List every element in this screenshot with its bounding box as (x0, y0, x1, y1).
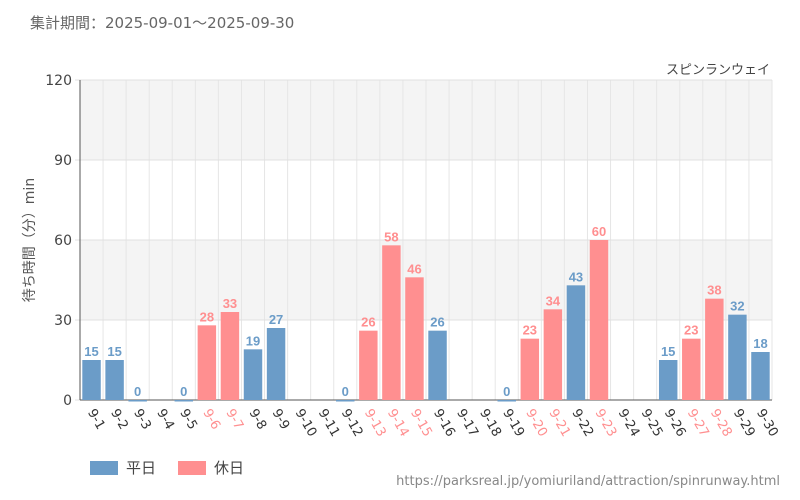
bar (266, 328, 286, 400)
bar (428, 330, 447, 400)
bar (382, 245, 401, 400)
bar (543, 309, 563, 400)
bar (243, 349, 263, 400)
x-tick-label: 9-19 (499, 407, 527, 440)
x-tick-label: 9-6 (199, 407, 223, 433)
bar (405, 277, 424, 400)
chart-title: スピンランウェイ (666, 63, 770, 78)
source-url[interactable]: https://parksreal.jp/yomiuriland/attract… (396, 474, 780, 489)
x-tick-label: 9-11 (315, 407, 343, 440)
x-tick-label: 9-24 (615, 407, 643, 440)
x-tick-label: 9-4 (153, 407, 177, 433)
bar-value-label: 58 (384, 229, 398, 244)
bar (82, 360, 101, 400)
bar (220, 312, 240, 400)
bar (705, 298, 724, 400)
x-tick-label: 9-13 (361, 407, 389, 440)
bar (174, 400, 194, 402)
bar (566, 285, 586, 400)
bar-value-label: 15 (84, 344, 98, 359)
bar-value-label: 0 (342, 384, 349, 399)
bar (497, 400, 516, 402)
bar-value-label: 15 (107, 344, 121, 359)
x-tick-label: 9-23 (592, 407, 620, 440)
legend-label-weekday: 平日 (126, 459, 157, 477)
bar-value-label: 0 (503, 384, 510, 399)
x-tick-label: 9-28 (707, 407, 735, 440)
x-tick-label: 9-30 (753, 407, 781, 440)
bar-value-label: 33 (223, 296, 237, 311)
period-label: 集計期間：2025-09-01～2025-09-30 (30, 14, 295, 32)
x-tick-label: 9-5 (176, 407, 200, 433)
legend-swatch-weekday (90, 460, 118, 475)
x-tick-label: 9-17 (453, 407, 481, 440)
bar-value-label: 23 (684, 323, 698, 338)
x-tick-label: 9-15 (407, 407, 435, 440)
bar-value-label: 26 (361, 315, 375, 330)
x-tick-label: 9-21 (545, 407, 573, 440)
legend-item-weekday[interactable]: 平日 (90, 457, 156, 478)
bar (336, 400, 355, 402)
bar (589, 240, 609, 400)
bar-value-label: 19 (246, 333, 260, 348)
bar-value-label: 23 (523, 323, 537, 338)
bar (520, 338, 540, 400)
bar-value-label: 15 (661, 344, 675, 359)
bar-value-label: 60 (592, 224, 606, 239)
x-tick-label: 9-27 (684, 407, 712, 440)
bar-value-label: 0 (134, 384, 141, 399)
x-tick-label: 9-10 (292, 407, 320, 440)
bar-value-label: 26 (430, 315, 444, 330)
x-tick-label: 9-29 (730, 407, 758, 440)
bar (682, 338, 701, 400)
x-tick-label: 9-7 (222, 407, 246, 433)
legend: 平日 休日 (90, 457, 244, 478)
x-tick-label: 9-12 (338, 407, 366, 440)
bar (658, 360, 678, 400)
bar-value-label: 18 (753, 336, 767, 351)
legend-item-holiday[interactable]: 休日 (178, 457, 244, 478)
bar (128, 400, 147, 402)
y-tick-label: 0 (63, 393, 72, 409)
x-tick-label: 9-8 (246, 407, 270, 433)
x-tick-label: 9-14 (384, 407, 412, 440)
bar-value-label: 38 (707, 283, 721, 298)
x-tick-label: 9-2 (107, 407, 131, 433)
x-tick-label: 9-16 (430, 407, 458, 440)
bar-value-label: 43 (569, 269, 583, 284)
x-tick-label: 9-20 (522, 407, 550, 440)
y-tick-label: 90 (54, 153, 72, 169)
x-tick-label: 9-3 (130, 407, 154, 433)
y-tick-label: 60 (54, 233, 72, 249)
bar (105, 360, 124, 400)
bar-value-label: 28 (200, 309, 214, 324)
x-tick-label: 9-18 (476, 407, 504, 440)
bar-value-label: 27 (269, 312, 283, 327)
legend-swatch-holiday (178, 460, 207, 475)
x-tick-label: 9-22 (568, 407, 596, 440)
bar-value-label: 32 (730, 299, 744, 314)
bar (728, 314, 747, 400)
legend-label-holiday: 休日 (214, 459, 245, 477)
x-tick-label: 9-26 (661, 407, 689, 440)
bar (197, 325, 217, 400)
bar-value-label: 46 (407, 261, 421, 276)
x-tick-label: 9-25 (638, 407, 666, 440)
y-axis-label: 待ち時間（分）min (22, 178, 38, 302)
y-tick-label: 120 (45, 73, 72, 89)
bar-value-label: 34 (546, 293, 561, 308)
y-tick-label: 30 (54, 313, 72, 329)
bar (359, 330, 378, 400)
bar (751, 352, 770, 400)
x-tick-label: 9-9 (269, 407, 293, 433)
x-tick-label: 9-1 (84, 407, 108, 433)
bar-value-label: 0 (180, 384, 187, 399)
